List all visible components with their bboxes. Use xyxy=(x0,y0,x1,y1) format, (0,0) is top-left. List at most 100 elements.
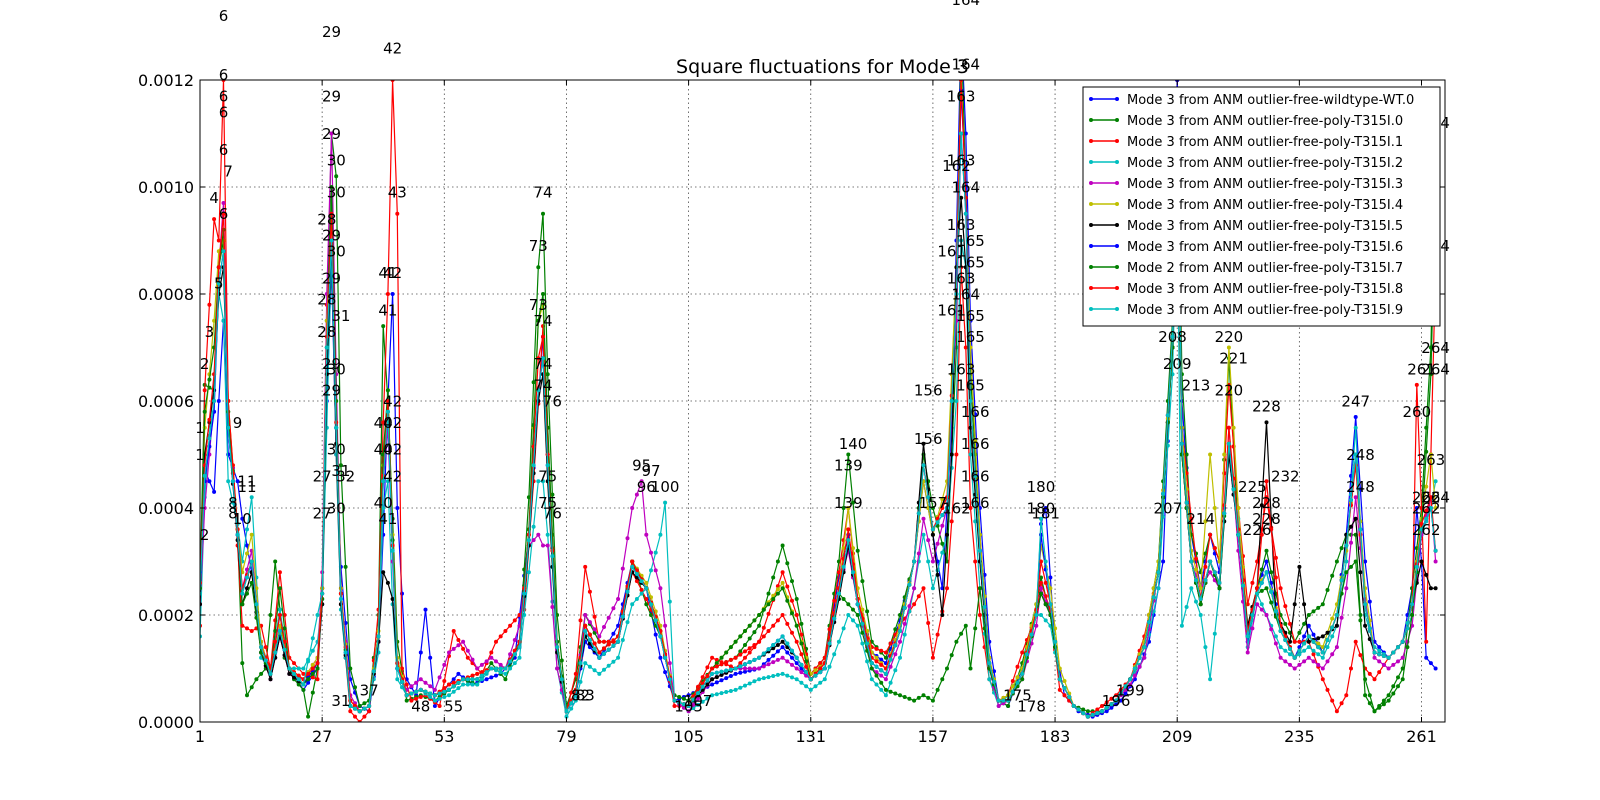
data-point xyxy=(1222,511,1227,516)
data-point xyxy=(1316,652,1321,657)
data-point xyxy=(653,568,658,573)
data-point xyxy=(1189,559,1194,564)
legend-entry: Mode 3 from ANM outlier-free-poly-T315I.… xyxy=(1089,282,1403,297)
data-point xyxy=(780,671,785,676)
data-point xyxy=(249,559,254,564)
data-point xyxy=(503,666,508,671)
data-point xyxy=(1391,684,1396,689)
data-point xyxy=(212,489,217,494)
data-point xyxy=(1024,652,1029,657)
peak-label: 262 xyxy=(1412,521,1441,539)
data-point xyxy=(1001,698,1006,703)
data-point xyxy=(254,602,259,607)
data-point xyxy=(771,653,776,658)
legend-marker xyxy=(1089,97,1093,101)
data-point xyxy=(1283,638,1288,642)
data-point xyxy=(1259,602,1264,607)
data-point xyxy=(343,564,348,569)
data-point xyxy=(1353,452,1358,457)
data-point xyxy=(611,606,616,611)
data-point xyxy=(522,591,527,596)
y-tick-label: 0.0010 xyxy=(138,178,194,197)
data-point xyxy=(813,684,818,689)
data-point xyxy=(1424,516,1429,521)
data-point xyxy=(1132,666,1137,671)
data-point xyxy=(663,655,668,660)
data-point xyxy=(959,238,964,243)
data-point xyxy=(1217,586,1222,591)
data-point xyxy=(508,623,513,628)
data-point xyxy=(357,704,362,708)
data-point xyxy=(310,671,315,676)
data-point xyxy=(569,701,574,706)
peak-label: 228 xyxy=(1252,494,1281,512)
data-point xyxy=(475,677,480,682)
peak-label: 6 xyxy=(219,7,229,25)
data-point xyxy=(531,463,536,468)
data-point xyxy=(541,334,545,339)
data-point xyxy=(1208,452,1213,457)
data-point xyxy=(822,666,827,671)
data-point xyxy=(512,652,517,657)
legend-marker xyxy=(1115,286,1119,290)
data-point xyxy=(1353,639,1358,644)
data-point xyxy=(1184,452,1189,457)
data-point xyxy=(869,677,874,682)
data-point xyxy=(489,650,494,655)
data-point xyxy=(310,666,315,671)
data-point xyxy=(202,409,207,414)
data-point xyxy=(1410,602,1415,607)
x-tick-label: 261 xyxy=(1406,727,1437,746)
data-point xyxy=(498,662,503,667)
data-point xyxy=(578,679,583,684)
data-point xyxy=(1344,543,1349,548)
data-point xyxy=(775,649,780,654)
data-point xyxy=(846,602,851,607)
data-point xyxy=(874,664,879,669)
data-point xyxy=(221,201,226,205)
data-point xyxy=(432,693,437,698)
data-point xyxy=(451,646,456,651)
data-point xyxy=(888,689,893,694)
data-point xyxy=(343,650,348,655)
data-point xyxy=(479,673,484,678)
data-point xyxy=(362,701,367,706)
data-point xyxy=(855,623,860,628)
data-point xyxy=(569,690,574,695)
data-point xyxy=(705,665,710,670)
data-point xyxy=(973,559,978,564)
data-point xyxy=(987,677,992,682)
data-point xyxy=(508,666,513,671)
data-point xyxy=(696,691,700,696)
data-point xyxy=(992,679,996,684)
data-point xyxy=(719,669,724,674)
peak-label: 48 xyxy=(411,697,430,715)
data-point xyxy=(1217,580,1222,585)
data-point xyxy=(1396,659,1400,664)
data-point xyxy=(545,532,550,537)
data-point xyxy=(1039,591,1043,596)
data-point xyxy=(221,249,226,254)
data-point xyxy=(423,680,428,685)
peak-label: 40 xyxy=(374,494,393,512)
data-point xyxy=(794,655,799,660)
data-point xyxy=(583,613,588,617)
data-point xyxy=(296,673,301,678)
data-point xyxy=(541,211,545,216)
data-point xyxy=(851,570,855,575)
data-point xyxy=(1118,691,1123,696)
data-point xyxy=(1273,634,1278,639)
peak-label: 260 xyxy=(1402,403,1431,421)
data-point xyxy=(898,629,902,633)
legend-marker xyxy=(1115,307,1119,311)
data-point xyxy=(451,677,456,682)
data-point xyxy=(1264,420,1269,425)
data-point xyxy=(451,629,456,633)
data-point xyxy=(277,586,282,591)
data-point xyxy=(1212,631,1217,636)
legend-marker xyxy=(1089,202,1093,206)
data-point xyxy=(301,666,306,671)
data-point xyxy=(771,593,776,598)
peak-label: 4 xyxy=(209,189,219,207)
data-point xyxy=(1339,591,1344,596)
